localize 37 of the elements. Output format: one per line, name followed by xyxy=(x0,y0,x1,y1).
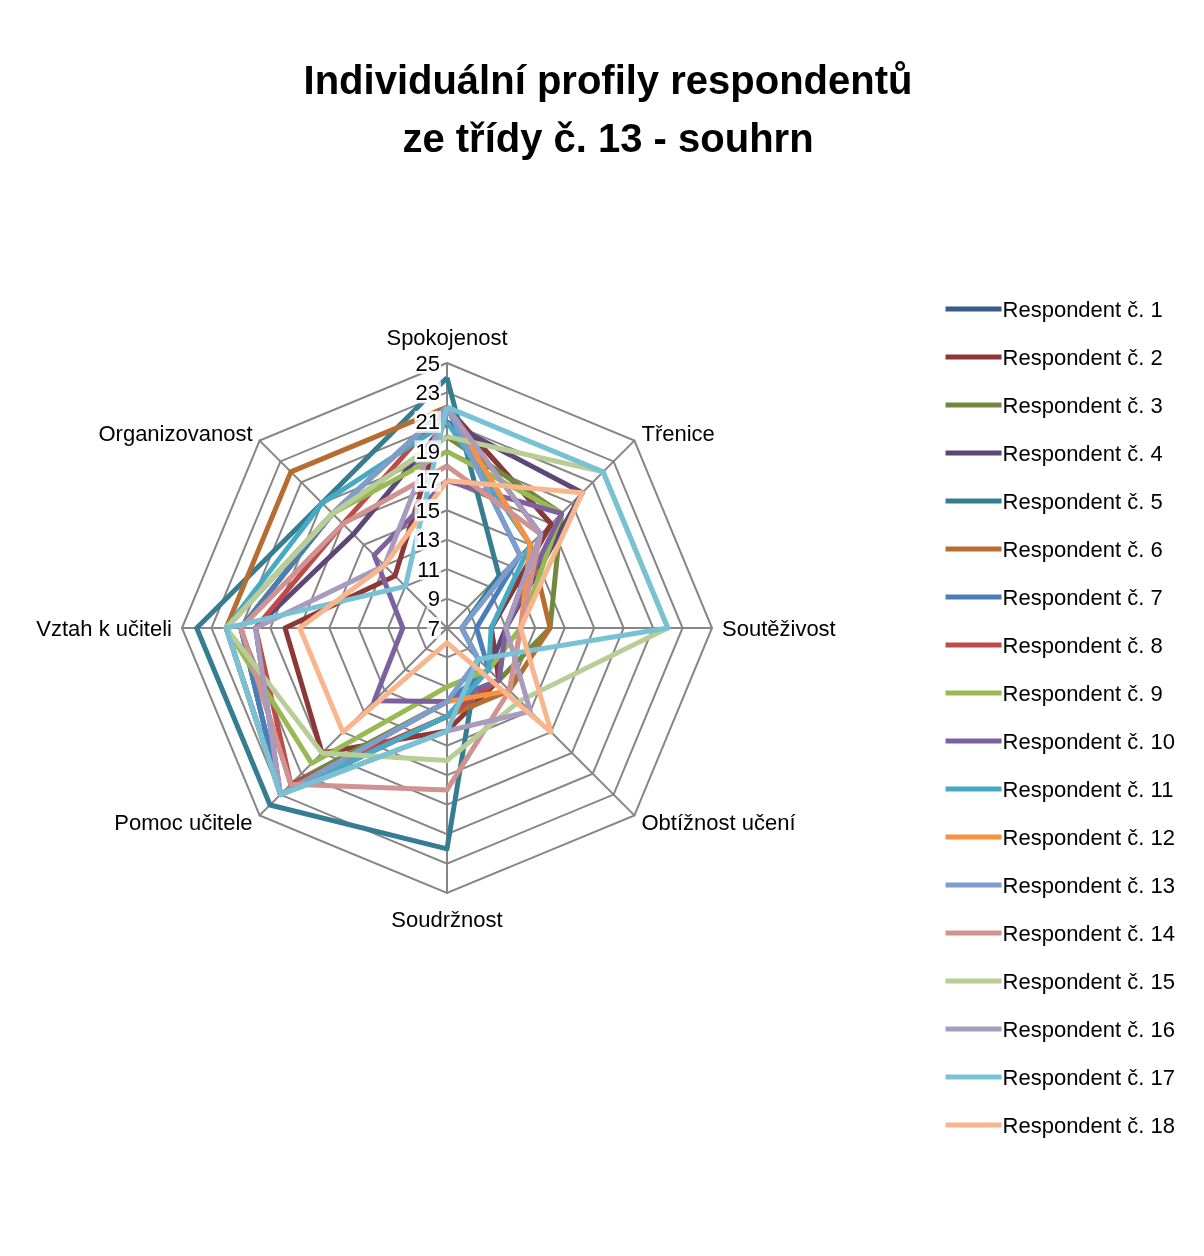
spoke-label: Pomoc učitele xyxy=(114,809,253,835)
legend-label: Respondent č. 16 xyxy=(1002,1016,1176,1042)
spoke-label: Organizovanost xyxy=(98,421,253,447)
legend-label: Respondent č. 4 xyxy=(1002,440,1163,466)
legend-label: Respondent č. 9 xyxy=(1002,680,1163,706)
legend-label: Respondent č. 6 xyxy=(1002,536,1163,562)
spoke-label: Vztah k učiteli xyxy=(36,615,172,641)
spoke-label: Spokojenost xyxy=(386,324,508,350)
legend-label: Respondent č. 1 xyxy=(1002,296,1163,322)
y-tick-label: 7 xyxy=(427,615,440,641)
legend-label: Respondent č. 17 xyxy=(1002,1064,1176,1090)
legend-label: Respondent č. 7 xyxy=(1002,584,1163,610)
legend-label: Respondent č. 10 xyxy=(1002,728,1176,754)
legend-label: Respondent č. 14 xyxy=(1002,920,1176,946)
legend-label: Respondent č. 8 xyxy=(1002,632,1163,658)
legend-label: Respondent č. 18 xyxy=(1002,1112,1176,1138)
y-tick-label: 13 xyxy=(415,527,440,553)
y-tick-label: 17 xyxy=(415,468,440,494)
legend-label: Respondent č. 15 xyxy=(1002,968,1176,994)
legend-label: Respondent č. 2 xyxy=(1002,344,1163,370)
chart-title: Individuální profily respondentů ze třídy č. 13 - souhrn xyxy=(303,58,913,160)
y-tick-label: 21 xyxy=(415,409,440,435)
y-tick-label: 15 xyxy=(415,497,440,523)
spoke-label: Obtížnost učení xyxy=(641,809,796,835)
legend-label: Respondent č. 3 xyxy=(1002,392,1163,418)
spoke-label: Třenice xyxy=(641,421,715,447)
y-tick-label: 9 xyxy=(427,586,440,612)
legend-label: Respondent č. 5 xyxy=(1002,488,1163,514)
legend-label: Respondent č. 12 xyxy=(1002,824,1176,850)
y-tick-label: 11 xyxy=(417,556,440,582)
spoke-label: Soudržnost xyxy=(391,906,503,932)
y-tick-label: 19 xyxy=(415,438,440,464)
legend-label: Respondent č. 11 xyxy=(1002,776,1174,802)
y-tick-label: 25 xyxy=(415,350,440,376)
y-tick-label: 23 xyxy=(415,379,440,405)
legend-label: Respondent č. 13 xyxy=(1002,872,1176,898)
spoke-label: Soutěživost xyxy=(722,615,836,641)
